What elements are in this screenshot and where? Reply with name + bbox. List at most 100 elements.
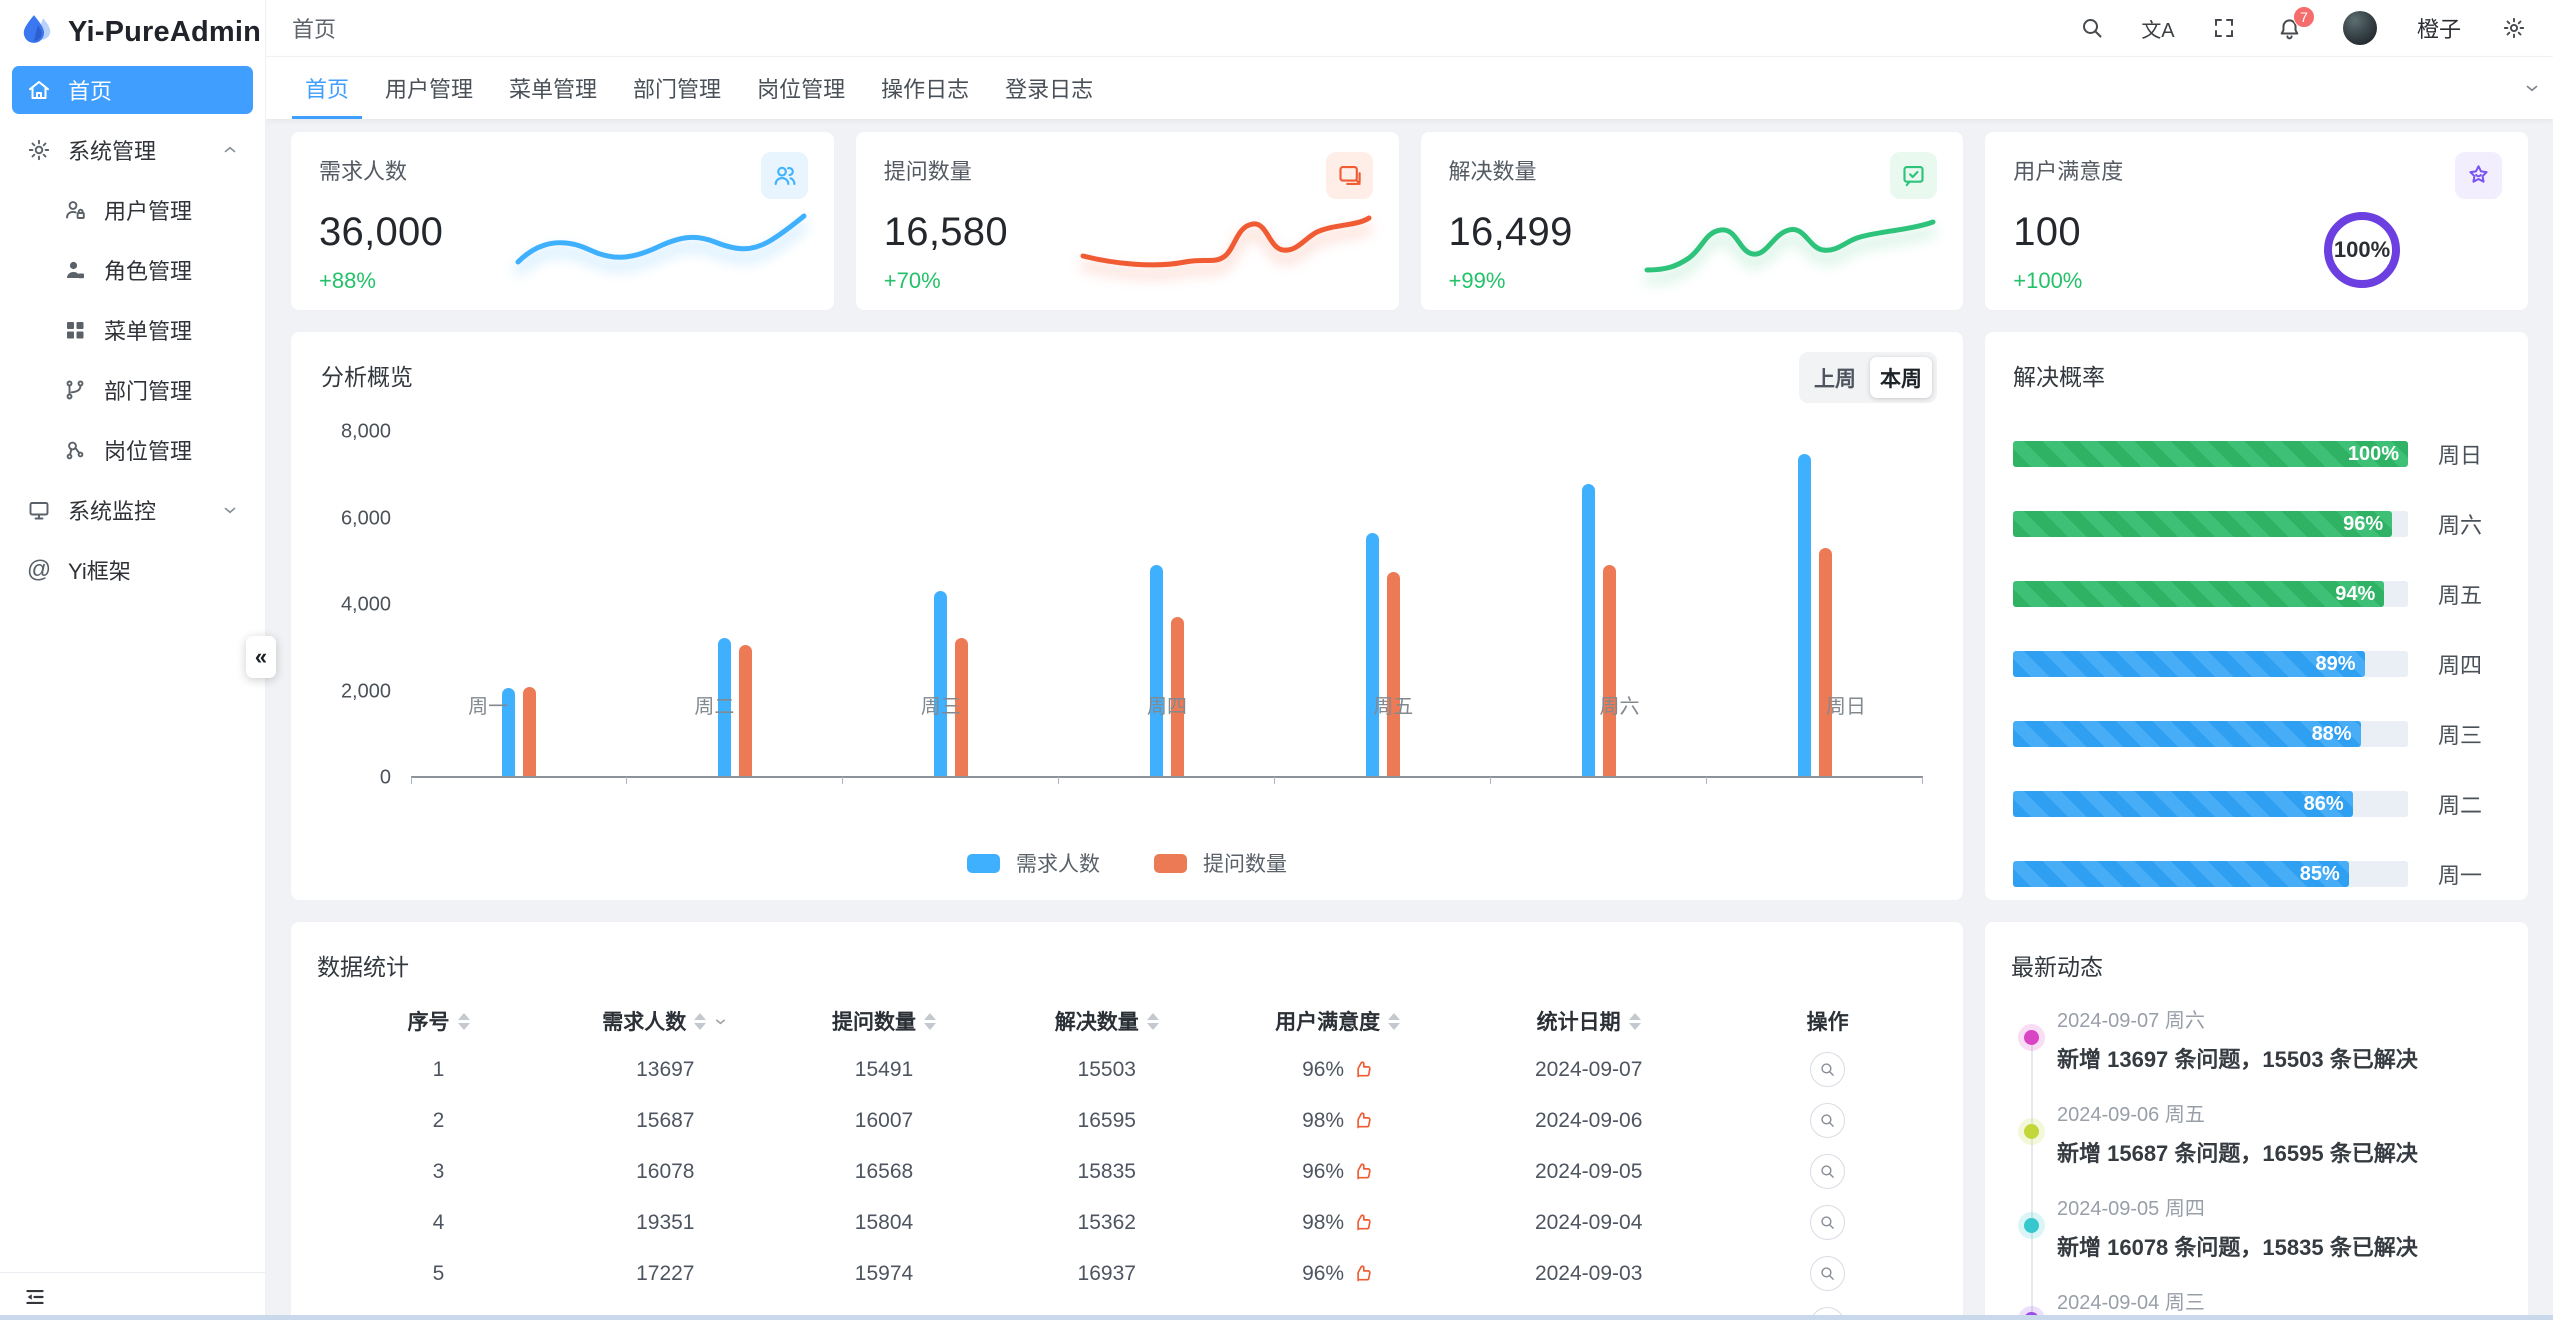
cell-satisfaction: 96%: [1302, 1058, 1373, 1082]
col-header-question[interactable]: 提问数量: [832, 1006, 936, 1036]
x-tick: 周六: [1599, 696, 1640, 718]
translate-icon[interactable]: 文A: [2141, 19, 2175, 42]
table-row: 1 13697 15491 15503 96% 2024-09-07: [317, 1044, 1937, 1095]
bar-question: [1387, 571, 1400, 776]
col-label: 操作: [1806, 1011, 1849, 1034]
col-label: 需求人数: [602, 1011, 687, 1034]
sidebar-item-framework[interactable]: @ Yi框架: [12, 546, 253, 594]
progress-value: 96%: [2343, 512, 2384, 535]
chevron-down-icon: [221, 501, 239, 519]
solve-row: 86% 周二: [2013, 788, 2500, 820]
sidebar-item-monitor[interactable]: 系统监控: [12, 486, 253, 534]
chart-title: 分析概览: [321, 364, 413, 390]
tab-user-mgmt[interactable]: 用户管理: [372, 57, 486, 119]
sidebar-item-system[interactable]: 系统管理: [12, 126, 253, 174]
sidebar-item-label: Yi框架: [68, 559, 131, 584]
view-row-button[interactable]: [1810, 1052, 1846, 1087]
tabs-dropdown-icon[interactable]: [2511, 57, 2553, 119]
settings-gear-icon[interactable]: [2501, 15, 2527, 41]
sidebar-collapse-bar[interactable]: [0, 1272, 265, 1320]
bar-group-tue: [627, 432, 843, 784]
toggle-last-week[interactable]: 上周: [1814, 367, 1856, 391]
progress-value: 89%: [2315, 652, 2356, 675]
bar-question: [955, 638, 968, 776]
topbar: 首页 文A 7 橙子: [266, 0, 2553, 57]
cell-satisfaction: 98%: [1302, 1211, 1373, 1235]
col-header-satisfaction[interactable]: 用户满意度: [1275, 1006, 1401, 1036]
cell-solved: 16937: [1077, 1261, 1136, 1285]
sidebar-item-label: 菜单管理: [104, 319, 193, 344]
sidebar-item-role-mgmt[interactable]: 角色管理: [12, 246, 253, 294]
horizontal-scrollbar[interactable]: [0, 1315, 2553, 1320]
sidebar-item-post-mgmt[interactable]: 岗位管理: [12, 426, 253, 474]
sidebar-item-menu-mgmt[interactable]: 菜单管理: [12, 306, 253, 354]
logo-drop-icon: [18, 12, 56, 52]
sidebar-item-label: 首页: [68, 79, 113, 104]
tab-label: 登录日志: [1005, 77, 1094, 102]
tab-label: 部门管理: [633, 77, 722, 102]
tab-login-log[interactable]: 登录日志: [992, 57, 1106, 119]
view-row-button[interactable]: [1810, 1103, 1846, 1138]
filter-chevron-icon[interactable]: [713, 1014, 728, 1029]
progress-fill: 100%: [2013, 441, 2408, 467]
x-tick: 周四: [1146, 696, 1187, 718]
satisfaction-value: 96%: [1302, 1159, 1345, 1183]
sidebar-item-label: 系统监控: [68, 499, 157, 524]
tabbar: 首页 用户管理 菜单管理 部门管理 岗位管理 操作日志 登录日志: [266, 57, 2553, 119]
bars-area: [411, 432, 1923, 784]
gauge-label: 100%: [2333, 237, 2391, 262]
view-row-button[interactable]: [1810, 1256, 1846, 1291]
sidebar-item-user-mgmt[interactable]: 用户管理: [12, 186, 253, 234]
bar-chart-plot: 8,000 6,000 4,000 2,000 0: [327, 421, 1927, 789]
col-label: 序号: [407, 1011, 450, 1034]
molecule-icon: [62, 437, 88, 463]
avatar[interactable]: [2342, 11, 2377, 45]
col-header-date[interactable]: 统计日期: [1537, 1006, 1641, 1036]
y-tick: 4,000: [340, 593, 391, 616]
bar-question: [1819, 548, 1832, 776]
sidebar-item-home[interactable]: 首页: [12, 66, 253, 114]
bar-group-fri: [1275, 432, 1491, 784]
toggle-this-week[interactable]: 本周: [1870, 357, 1932, 398]
progress-track: 100%: [2013, 441, 2408, 467]
col-header-index[interactable]: 序号: [408, 1006, 470, 1036]
view-row-button[interactable]: [1810, 1205, 1846, 1240]
cell-satisfaction: 96%: [1302, 1160, 1373, 1184]
legend-chip-question[interactable]: [1154, 853, 1187, 873]
tab-menu-mgmt[interactable]: 菜单管理: [496, 57, 610, 119]
stat-title: 提问数量: [883, 159, 972, 184]
fullscreen-icon[interactable]: [2211, 15, 2237, 41]
notification-bell-icon[interactable]: 7: [2277, 6, 2315, 41]
sidebar-collapse-handle[interactable]: «: [246, 636, 276, 678]
legend-label[interactable]: 提问数量: [1203, 853, 1287, 876]
sort-icons: [457, 1012, 470, 1030]
timeline-dot: [2024, 1218, 2039, 1233]
progress-track: 85%: [2013, 861, 2408, 887]
progress-day-label: 周日: [2438, 443, 2483, 468]
tab-post-mgmt[interactable]: 岗位管理: [744, 57, 858, 119]
bar-question: [523, 686, 536, 776]
tab-dept-mgmt[interactable]: 部门管理: [620, 57, 734, 119]
star-icon: [2455, 152, 2502, 199]
sidebar-item-dept-mgmt[interactable]: 部门管理: [12, 366, 253, 414]
logo-row[interactable]: Yi-PureAdmin: [0, 0, 265, 64]
sort-icons: [1388, 1012, 1401, 1030]
col-label: 用户满意度: [1275, 1011, 1381, 1034]
stat-value: 16,580: [883, 210, 1008, 254]
legend-chip-demand[interactable]: [967, 853, 1000, 873]
tab-home[interactable]: 首页: [292, 57, 363, 119]
progress-fill: 94%: [2013, 581, 2385, 607]
col-header-demand[interactable]: 需求人数: [602, 1006, 728, 1036]
view-row-button[interactable]: [1810, 1154, 1846, 1189]
search-icon[interactable]: [2079, 15, 2105, 41]
col-header-solved[interactable]: 解决数量: [1055, 1006, 1159, 1036]
legend-label[interactable]: 需求人数: [1016, 853, 1100, 876]
tab-op-log[interactable]: 操作日志: [868, 57, 982, 119]
cell-demand: 19351: [636, 1210, 695, 1234]
grid-icon: [62, 317, 88, 343]
timeline-text: 新增 16078 条问题，15835 条已解决: [2057, 1235, 2418, 1260]
gear-icon: [26, 137, 52, 163]
timeline-date: 2024-09-06 周五: [2057, 1104, 2205, 1126]
progress-value: 94%: [2335, 582, 2376, 605]
progress-day-label: 周一: [2438, 863, 2483, 888]
